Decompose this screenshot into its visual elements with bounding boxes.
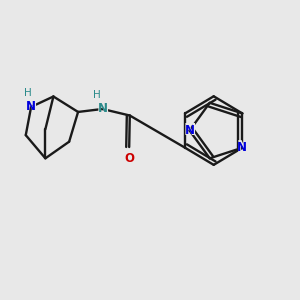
- Text: N: N: [26, 100, 36, 113]
- Text: H: H: [93, 90, 101, 100]
- Text: N: N: [96, 101, 109, 116]
- Text: N: N: [237, 141, 248, 154]
- Text: N: N: [236, 140, 248, 155]
- Text: N: N: [184, 124, 195, 137]
- Text: N: N: [183, 123, 196, 138]
- Text: N: N: [98, 103, 107, 116]
- Text: H: H: [24, 88, 32, 98]
- Text: N: N: [25, 99, 37, 114]
- Text: O: O: [123, 152, 135, 166]
- Text: O: O: [124, 152, 134, 165]
